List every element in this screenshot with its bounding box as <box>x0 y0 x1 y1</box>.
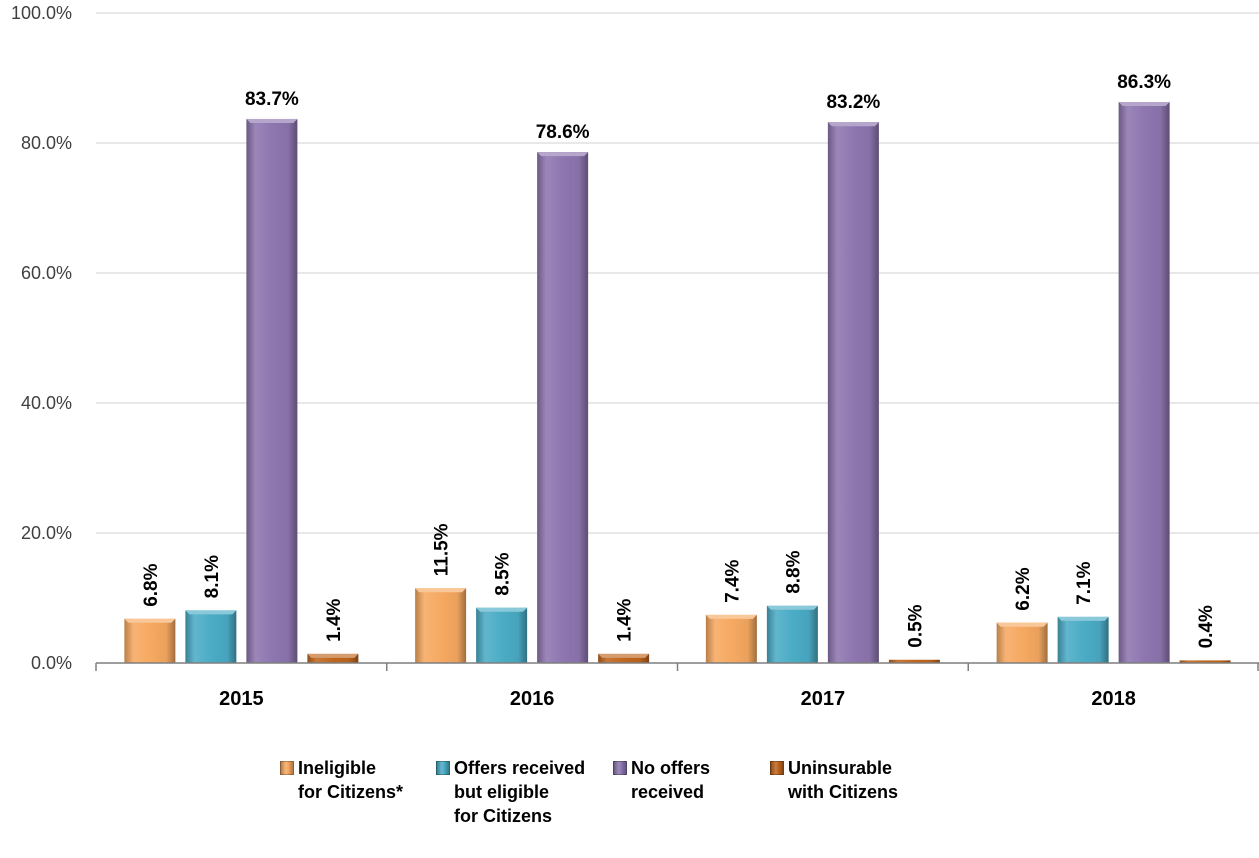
x-tick-label: 2017 <box>801 688 846 710</box>
bar <box>415 588 467 663</box>
data-label: 8.5% <box>493 552 514 595</box>
legend-item: Uninsurable with Citizens <box>770 756 898 804</box>
data-label: 0.5% <box>905 604 926 647</box>
y-tick-label: 100.0% <box>11 3 72 23</box>
bar <box>1057 616 1109 663</box>
data-label: 6.8% <box>141 563 162 606</box>
y-tick-label: 40.0% <box>21 393 72 413</box>
bar <box>1118 102 1170 664</box>
bar-bevel <box>1057 616 1109 621</box>
bar-bevel <box>1118 102 1170 107</box>
data-label: 78.6% <box>536 122 590 143</box>
data-label: 1.4% <box>324 598 345 641</box>
bar <box>185 610 237 663</box>
legend-label: Ineligible for Citizens* <box>298 758 404 802</box>
bar-bevel <box>827 122 879 127</box>
legend-label: Offers received but eligible for Citizen… <box>454 758 586 826</box>
bar-chart-svg: 0.0% 20.0% 40.0% 60.0% 80.0% 100.0% 2015 2016 20… <box>11 3 1259 710</box>
bar <box>1179 660 1231 663</box>
bar-bevel <box>124 618 176 623</box>
bar <box>827 122 879 663</box>
legend-swatch <box>436 761 450 775</box>
bar <box>996 622 1048 663</box>
data-label: 6.2% <box>1013 567 1034 610</box>
bar-bevel <box>185 610 237 615</box>
legend-swatch <box>770 761 784 775</box>
bar-bevel <box>705 614 757 619</box>
x-tick-label: 2016 <box>510 688 555 710</box>
bar-bevel <box>537 152 589 157</box>
data-label: 86.3% <box>1117 72 1171 93</box>
bar <box>124 618 176 663</box>
bar <box>705 614 757 663</box>
legend-item: No offers received <box>613 756 710 804</box>
data-label: 7.1% <box>1074 561 1095 604</box>
data-label: 11.5% <box>432 523 453 576</box>
legend-item: Offers received but eligible for Citizen… <box>436 756 585 828</box>
x-tick-label: 2015 <box>219 688 264 710</box>
data-label: 7.4% <box>722 559 743 602</box>
bar-bevel <box>246 118 298 123</box>
bar <box>766 605 818 663</box>
legend-label: Uninsurable with Citizens <box>788 758 899 802</box>
data-label: 83.2% <box>826 92 880 113</box>
bar <box>476 607 528 663</box>
x-tick-label: 2018 <box>1091 688 1136 710</box>
y-tick-label: 20.0% <box>21 523 72 543</box>
bar-bevel <box>415 588 467 593</box>
data-label: 0.4% <box>1196 605 1217 648</box>
data-label: 1.4% <box>615 598 636 641</box>
y-tick-label: 60.0% <box>21 263 72 283</box>
data-label: 83.7% <box>245 89 299 110</box>
data-label: 8.8% <box>783 550 804 593</box>
legend-swatch <box>280 761 294 775</box>
bar <box>598 653 650 663</box>
bar <box>888 659 940 663</box>
bar <box>537 152 589 663</box>
data-label: 8.1% <box>202 555 223 598</box>
legend-label: No offers received <box>631 758 711 802</box>
chart-legend: Ineligible for Citizens* Offers received … <box>280 756 980 846</box>
bar-bevel <box>996 622 1048 627</box>
bar-bevel <box>766 605 818 610</box>
bar-bevel <box>307 653 359 658</box>
y-tick-label: 0.0% <box>31 653 72 673</box>
bar-bevel <box>476 607 528 612</box>
legend-item: Ineligible for Citizens* <box>280 756 403 804</box>
bar <box>246 118 298 663</box>
y-tick-label: 80.0% <box>21 133 72 153</box>
bar-bevel <box>598 653 650 658</box>
bar <box>307 653 359 663</box>
legend-swatch <box>613 761 627 775</box>
